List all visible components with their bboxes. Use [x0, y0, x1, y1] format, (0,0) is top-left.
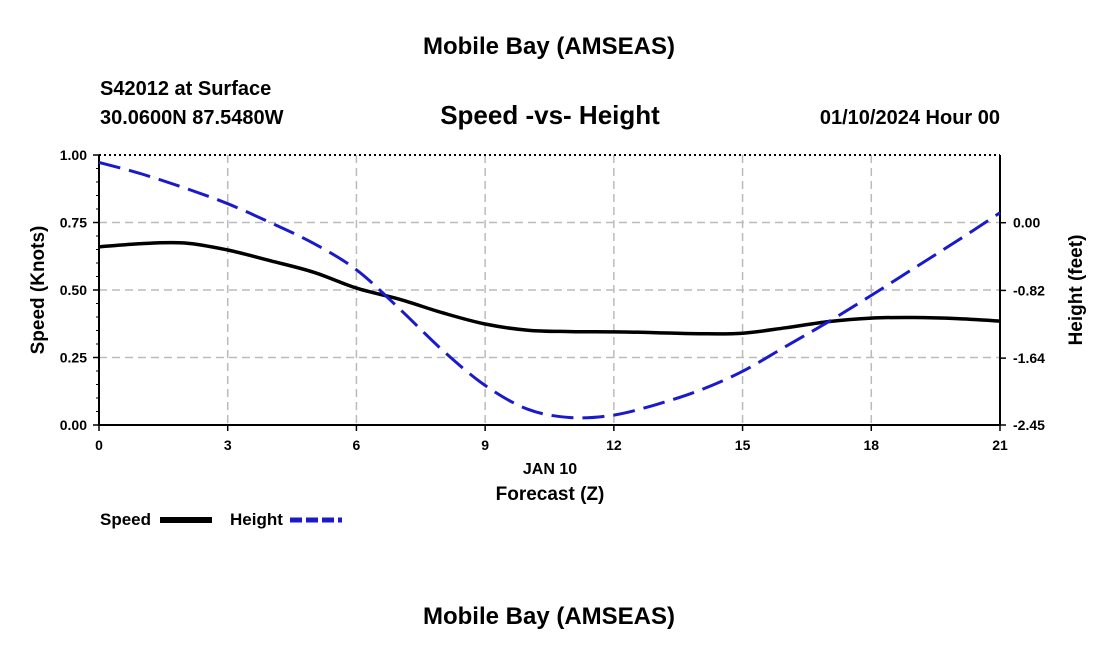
- x-tick-label: 18: [863, 437, 879, 453]
- chart-title: Speed -vs- Height: [440, 100, 660, 130]
- x-tick-label: 15: [735, 437, 751, 453]
- y2-tick-label: -0.82: [1013, 282, 1045, 298]
- y2-axis-label: Height (feet): [1066, 235, 1087, 346]
- x-tick-label: 12: [606, 437, 622, 453]
- y2-tick-label: -1.64: [1013, 350, 1045, 366]
- x-tick-label: 6: [353, 437, 361, 453]
- y-tick-label: 0.50: [60, 282, 87, 298]
- x-tick-label: 21: [992, 437, 1008, 453]
- series-layer: [98, 160, 1001, 420]
- legend-label-speed: Speed: [100, 510, 151, 529]
- x-tick-label: 9: [481, 437, 489, 453]
- date-label: JAN 10: [523, 461, 577, 478]
- y-tick-label: 0.75: [60, 215, 87, 231]
- series-line-speed: [98, 240, 1001, 336]
- timestamp-label: 01/10/2024 Hour 00: [820, 107, 1000, 129]
- y2-tick-label: -2.45: [1013, 417, 1045, 433]
- station-label: S42012 at Surface: [100, 78, 271, 100]
- x-tick-label: 0: [95, 437, 103, 453]
- plot-frame: [98, 154, 1001, 426]
- grid: [99, 155, 1000, 425]
- location-label: 30.0600N 87.5480W: [100, 107, 284, 129]
- y-tick-label: 1.00: [60, 147, 87, 163]
- bottom-title: Mobile Bay (AMSEAS): [423, 603, 675, 630]
- x-axis-label: Forecast (Z): [496, 484, 605, 505]
- axis-ticks: 0 3 6 9 12 15 18 21 0.00 0.25 0.50 0.75 1.00 -2.45 -1.…: [60, 147, 1045, 453]
- top-title: Mobile Bay (AMSEAS): [423, 33, 675, 60]
- series-line-height: [98, 160, 1001, 420]
- legend-label-height: Height: [230, 510, 283, 529]
- y2-tick-label: 0.00: [1013, 215, 1040, 231]
- x-tick-label: 3: [224, 437, 232, 453]
- y-tick-label: 0.25: [60, 350, 87, 366]
- y-axis-label: Speed (Knots): [28, 226, 49, 355]
- y-tick-label: 0.00: [60, 417, 87, 433]
- legend: Speed Height: [100, 510, 342, 529]
